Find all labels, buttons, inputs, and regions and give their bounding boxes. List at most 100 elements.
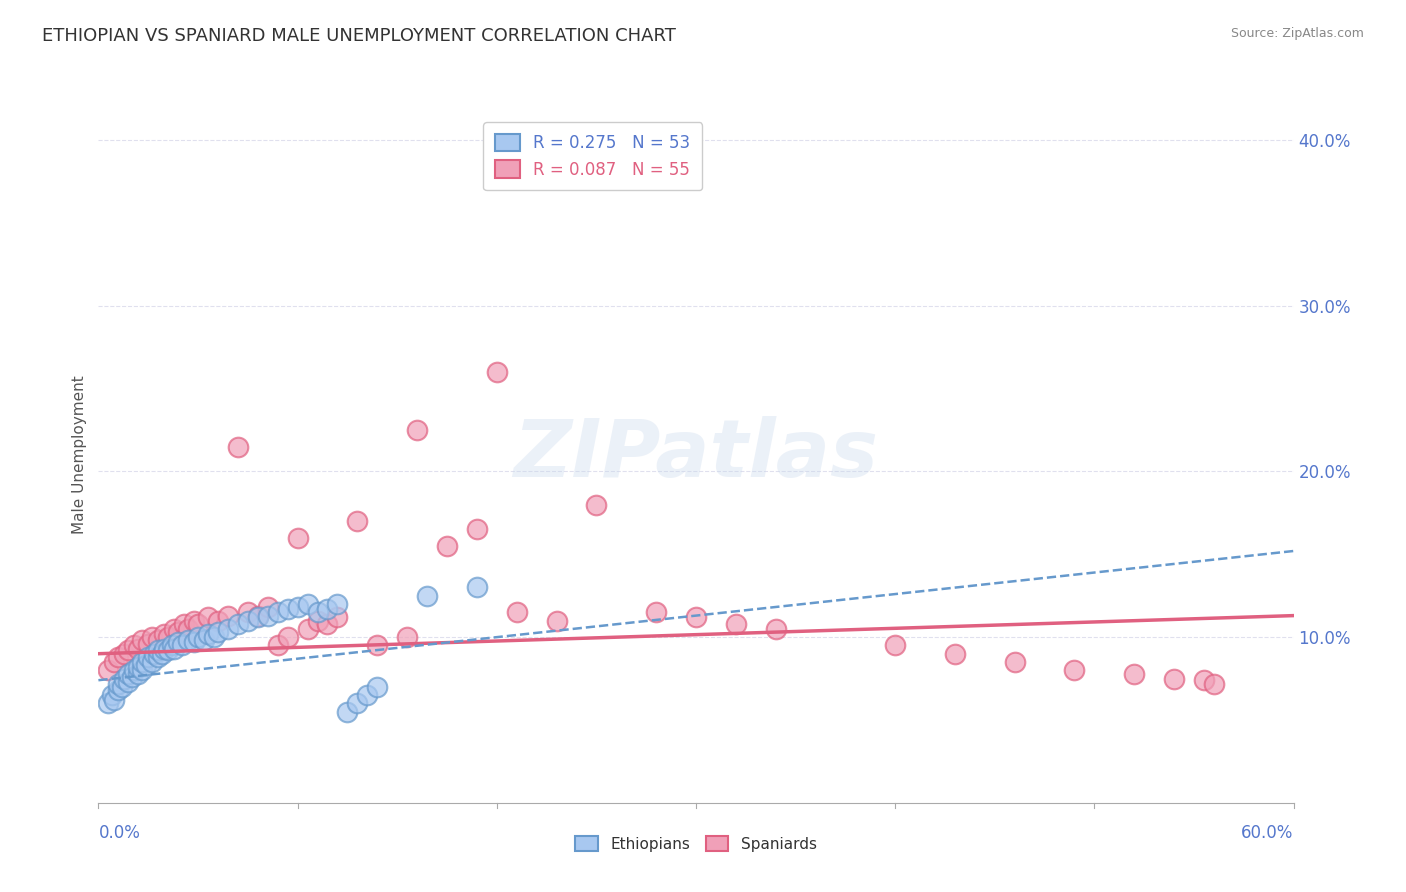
Point — [127, 660, 149, 674]
Point — [172, 639, 194, 653]
Point — [157, 630, 180, 644]
Point — [163, 641, 186, 656]
Text: Source: ZipAtlas.com: Source: ZipAtlas.com — [1230, 27, 1364, 40]
Point — [107, 676, 129, 690]
Point — [943, 647, 966, 661]
Point — [1063, 663, 1085, 677]
Point — [546, 614, 568, 628]
Point — [153, 641, 176, 656]
Point — [1004, 655, 1026, 669]
Point — [326, 610, 349, 624]
Text: 0.0%: 0.0% — [98, 823, 141, 842]
Point — [267, 605, 290, 619]
Point — [884, 639, 907, 653]
Point — [277, 602, 299, 616]
Point — [136, 637, 159, 651]
Point — [112, 647, 135, 661]
Point — [117, 674, 139, 689]
Point — [506, 605, 529, 619]
Point — [202, 630, 225, 644]
Point — [1163, 672, 1185, 686]
Point — [217, 608, 239, 623]
Point — [127, 666, 149, 681]
Point — [141, 630, 163, 644]
Point — [1123, 666, 1146, 681]
Y-axis label: Male Unemployment: Male Unemployment — [72, 376, 87, 534]
Point — [143, 647, 166, 661]
Point — [297, 622, 319, 636]
Point — [97, 697, 120, 711]
Point — [217, 622, 239, 636]
Point — [267, 639, 290, 653]
Text: ZIPatlas: ZIPatlas — [513, 416, 879, 494]
Point — [97, 663, 120, 677]
Point — [163, 622, 186, 636]
Point — [765, 622, 787, 636]
Point — [246, 610, 269, 624]
Point — [187, 630, 209, 644]
Point — [256, 600, 278, 615]
Point — [121, 670, 143, 684]
Point — [207, 614, 229, 628]
Point — [396, 630, 419, 644]
Point — [141, 655, 163, 669]
Point — [465, 581, 488, 595]
Point — [197, 610, 219, 624]
Point — [246, 608, 269, 623]
Point — [117, 666, 139, 681]
Point — [117, 643, 139, 657]
Point — [157, 643, 180, 657]
Point — [167, 625, 190, 640]
Point — [124, 663, 146, 677]
Point — [107, 683, 129, 698]
Point — [131, 633, 153, 648]
Text: ETHIOPIAN VS SPANIARD MALE UNEMPLOYMENT CORRELATION CHART: ETHIOPIAN VS SPANIARD MALE UNEMPLOYMENT … — [42, 27, 676, 45]
Point — [1192, 673, 1215, 688]
Point — [136, 650, 159, 665]
Point — [326, 597, 349, 611]
Point — [131, 655, 153, 669]
Point — [287, 600, 309, 615]
Point — [177, 633, 200, 648]
Point — [177, 622, 200, 636]
Point — [124, 639, 146, 653]
Point — [316, 616, 339, 631]
Point — [685, 610, 707, 624]
Point — [101, 688, 124, 702]
Point — [236, 605, 259, 619]
Point — [148, 633, 170, 648]
Point — [436, 539, 458, 553]
Point — [585, 498, 607, 512]
Point — [297, 597, 319, 611]
Point — [316, 602, 339, 616]
Point — [416, 589, 439, 603]
Point — [236, 614, 259, 628]
Point — [197, 627, 219, 641]
Point — [103, 655, 125, 669]
Point — [131, 663, 153, 677]
Point — [307, 614, 329, 628]
Point — [127, 641, 149, 656]
Point — [193, 633, 215, 648]
Point — [112, 672, 135, 686]
Point — [111, 680, 134, 694]
Point — [187, 616, 209, 631]
Point — [724, 616, 747, 631]
Point — [346, 514, 368, 528]
Point — [153, 627, 176, 641]
Point — [226, 440, 249, 454]
Point — [150, 647, 173, 661]
Point — [406, 423, 429, 437]
Point — [287, 531, 309, 545]
Point — [336, 705, 359, 719]
Point — [107, 650, 129, 665]
Text: 60.0%: 60.0% — [1241, 823, 1294, 842]
Point — [226, 616, 249, 631]
Point — [366, 680, 388, 694]
Point — [307, 605, 329, 619]
Point — [167, 635, 190, 649]
Point — [173, 616, 195, 631]
Point — [366, 639, 388, 653]
Point — [183, 635, 205, 649]
Legend: Ethiopians, Spaniards: Ethiopians, Spaniards — [569, 830, 823, 858]
